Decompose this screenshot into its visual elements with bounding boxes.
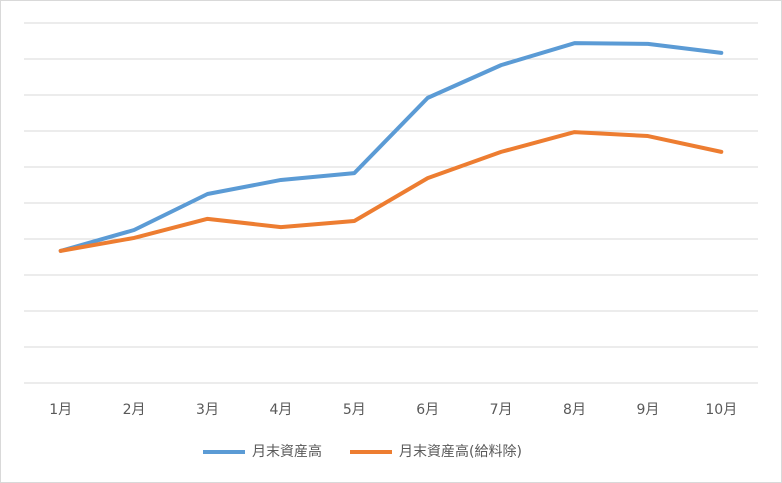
legend-label: 月末資産高 xyxy=(252,443,322,460)
series-line xyxy=(58,130,724,253)
x-tick-label: 7月 xyxy=(490,402,513,418)
x-tick-label: 10月 xyxy=(705,402,737,418)
legend-label: 月末資産高(給料除) xyxy=(399,443,522,460)
x-tick-label: 8月 xyxy=(563,402,586,418)
series-line xyxy=(58,41,724,253)
x-tick-label: 1月 xyxy=(49,402,72,418)
x-tick-label: 9月 xyxy=(636,402,659,418)
x-tick-label: 6月 xyxy=(416,402,439,418)
x-tick-label: 3月 xyxy=(196,402,219,418)
x-tick-label: 2月 xyxy=(123,402,146,418)
x-tick-label: 5月 xyxy=(343,402,366,418)
x-tick-label: 4月 xyxy=(269,402,292,418)
